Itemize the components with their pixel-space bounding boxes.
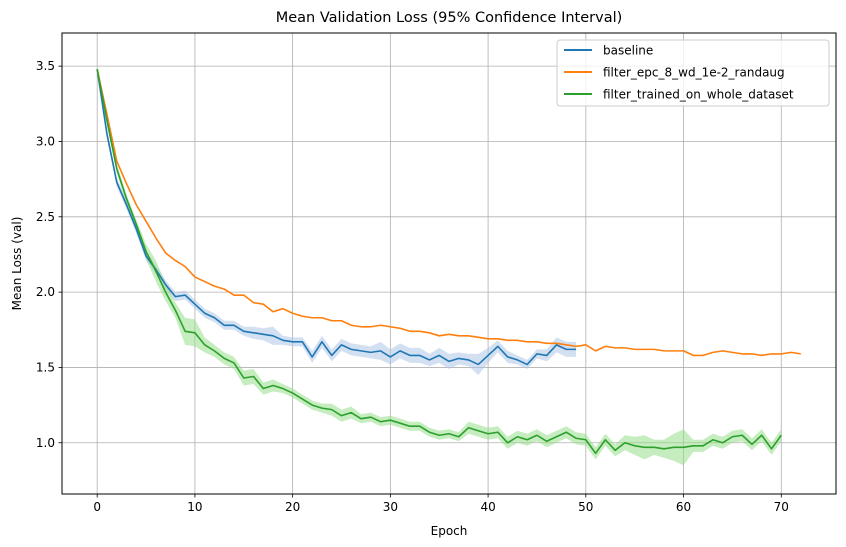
- y-axis-ticks: 1.0 1.5 2.0 2.5 3.0 3.5: [36, 59, 62, 450]
- legend-label-filter-whole: filter_trained_on_whole_dataset: [603, 88, 794, 102]
- series-line-2: [96, 69, 782, 455]
- legend-box: [556, 39, 830, 107]
- chart-title: Mean Validation Loss (95% Confidence Int…: [276, 10, 623, 26]
- x-tick-label: 50: [578, 500, 593, 514]
- x-axis-ticks: 0 10 20 30 40 50 60 70: [93, 494, 789, 514]
- legend-label-baseline: baseline: [603, 44, 653, 58]
- y-axis-label: Mean Loss (val): [10, 217, 24, 311]
- plot-frame: [61, 32, 837, 495]
- y-tick-label: 1.5: [36, 360, 55, 374]
- x-tick-label: 0: [93, 500, 101, 514]
- legend-label-filter-epc: filter_epc_8_wd_1e-2_randaug: [603, 66, 785, 80]
- x-axis-label: Epoch: [431, 524, 468, 538]
- y-tick-label: 2.5: [36, 210, 55, 224]
- x-tick-label: 20: [285, 500, 300, 514]
- plot-area: [62, 33, 836, 494]
- x-tick-label: 60: [676, 500, 691, 514]
- y-tick-label: 1.0: [36, 436, 55, 450]
- grid: [62, 33, 836, 494]
- y-tick-label: 3.5: [36, 59, 55, 73]
- x-tick-label: 40: [480, 500, 495, 514]
- x-tick-label: 70: [774, 500, 789, 514]
- series-line-1: [96, 68, 801, 357]
- x-tick-label: 10: [187, 500, 202, 514]
- x-tick-label: 30: [383, 500, 398, 514]
- y-tick-label: 3.0: [36, 134, 55, 148]
- series-lines: [96, 68, 801, 455]
- y-tick-label: 2.0: [36, 285, 55, 299]
- legend: baseline filter_epc_8_wd_1e-2_randaug fi…: [556, 39, 830, 107]
- series-line-0: [96, 69, 577, 366]
